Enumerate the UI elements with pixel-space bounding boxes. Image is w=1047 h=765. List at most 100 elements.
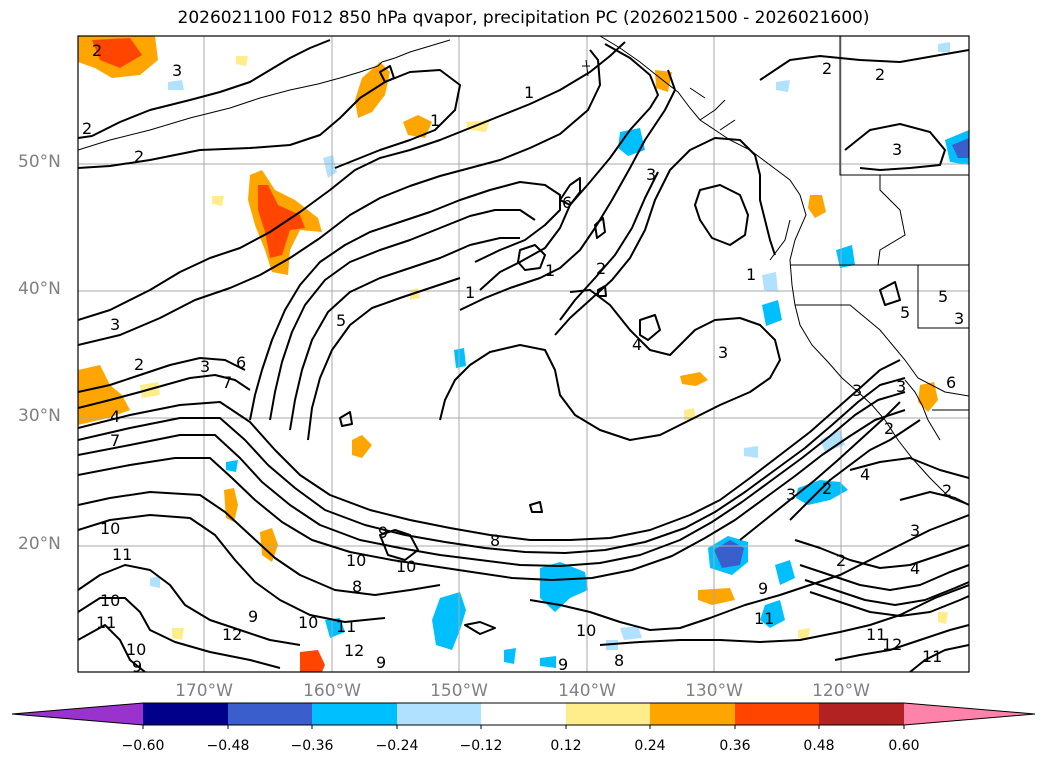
- contour-label-11: 11: [754, 609, 774, 628]
- colorbar-label: 0.48: [803, 738, 835, 754]
- lat-label-20n: 20°N: [18, 534, 61, 554]
- negative-anomaly-shading: [150, 42, 969, 668]
- colorbar-label: 0.12: [550, 738, 582, 754]
- contour-label-2: 2: [942, 481, 952, 500]
- colorbar-label: 0.24: [634, 738, 666, 754]
- lat-label-40n: 40°N: [18, 279, 61, 299]
- contour-label-6: 6: [562, 193, 572, 212]
- contour-label-10: 10: [576, 621, 596, 640]
- map-frame: [77, 35, 970, 673]
- lon-label-150w: 150°W: [430, 681, 488, 701]
- colorbar-label: −0.60: [121, 738, 165, 754]
- contour-label-3: 3: [110, 315, 120, 334]
- lon-label-140w: 140°W: [558, 681, 616, 701]
- colorbar-label: 0.60: [888, 738, 920, 754]
- contour-label-10: 10: [126, 640, 146, 659]
- plot-title: 2026021100 F012 850 hPa qvapor, precipit…: [177, 8, 870, 28]
- contour-label-9: 9: [558, 655, 568, 674]
- contour-label-5: 5: [336, 311, 346, 330]
- contour-label-4: 4: [110, 407, 120, 426]
- lon-label-160w: 160°W: [303, 681, 361, 701]
- contour-label-11: 11: [112, 545, 132, 564]
- contour-label-9: 9: [378, 523, 388, 542]
- contour-label-2: 2: [884, 419, 894, 438]
- contour-label-7: 7: [222, 373, 232, 392]
- colorbar-segment: [143, 703, 228, 725]
- contour-label-9: 9: [132, 657, 142, 676]
- contour-label-3: 3: [646, 165, 656, 184]
- colorbar-segment: [650, 703, 735, 725]
- colorbar-label: −0.48: [206, 738, 250, 754]
- contour-label-10: 10: [100, 519, 120, 538]
- contour-label-9: 9: [376, 653, 386, 672]
- colorbar-extend-high: [904, 703, 1035, 725]
- contour-label-4: 4: [860, 465, 870, 484]
- contour-label-6: 6: [946, 373, 956, 392]
- colorbar-segment: [735, 703, 820, 725]
- coastlines: [78, 36, 969, 506]
- colorbar-segment: [819, 703, 904, 725]
- contour-label-1: 1: [545, 261, 555, 280]
- contour-label-10: 10: [396, 557, 416, 576]
- colorbar: [11, 702, 1036, 729]
- contour-label-6: 6: [236, 353, 246, 372]
- lat-label-30n: 30°N: [18, 406, 61, 426]
- contour-label-1: 1: [746, 265, 756, 284]
- contour-label-10: 10: [100, 591, 120, 610]
- lon-label-170w: 170°W: [175, 681, 233, 701]
- contour-label-1: 1: [430, 111, 440, 130]
- contour-label-9: 9: [248, 607, 258, 626]
- contour-label-3: 3: [786, 485, 796, 504]
- contour-label-10: 10: [346, 551, 366, 570]
- contour-label-8: 8: [352, 577, 362, 596]
- contour-label-3: 3: [910, 521, 920, 540]
- graticule: [78, 36, 969, 672]
- contour-label-2: 2: [92, 41, 102, 60]
- contour-label-3: 3: [172, 61, 182, 80]
- contour-label-8: 8: [490, 531, 500, 550]
- contour-labels: 2 3 2 2 1 1 3 2 2 2 3 6 1 1 1 3 4 3 2 3 …: [82, 41, 964, 676]
- contour-label-3: 3: [896, 377, 906, 396]
- positive-anomaly-shading: [78, 36, 948, 672]
- contour-label-11: 11: [866, 625, 886, 644]
- contour-label-8: 8: [614, 651, 624, 670]
- contour-label-2: 2: [596, 259, 606, 278]
- contour-label-5: 5: [900, 303, 910, 322]
- contour-label-2: 2: [82, 119, 92, 138]
- contour-label-3: 3: [200, 357, 210, 376]
- contour-label-12: 12: [344, 641, 364, 660]
- contour-label-4: 4: [632, 335, 642, 354]
- contour-lines: [78, 39, 969, 672]
- contour-label-2: 2: [134, 147, 144, 166]
- contour-label-10: 10: [298, 613, 318, 632]
- contour-label-3: 3: [852, 381, 862, 400]
- lat-label-50n: 50°N: [18, 152, 61, 172]
- contour-label-3: 3: [718, 343, 728, 362]
- lon-label-120w: 120°W: [812, 681, 870, 701]
- contour-label-9: 9: [758, 579, 768, 598]
- contour-label-1: 1: [465, 283, 475, 302]
- contour-label-11: 11: [922, 647, 942, 666]
- contour-label-5: 5: [938, 287, 948, 306]
- colorbar-label: −0.12: [459, 738, 503, 754]
- contour-label-4: 4: [910, 559, 920, 578]
- contour-label-3: 3: [954, 309, 964, 328]
- colorbar-label: −0.36: [290, 738, 334, 754]
- contour-label-11: 11: [336, 617, 356, 636]
- colorbar-segment: [397, 703, 481, 725]
- contour-label-2: 2: [822, 479, 832, 498]
- colorbar-label: −0.24: [375, 738, 419, 754]
- colorbar-segment: [312, 703, 397, 725]
- contour-label-1: 1: [524, 83, 534, 102]
- contour-label-12: 12: [882, 635, 902, 654]
- colorbar-segment: [481, 703, 566, 725]
- contour-label-7: 7: [110, 431, 120, 450]
- contour-label-2: 2: [822, 59, 832, 78]
- colorbar-segment: [566, 703, 651, 725]
- colorbar-label: 0.36: [719, 738, 751, 754]
- contour-label-3: 3: [892, 140, 902, 159]
- contour-label-12: 12: [222, 625, 242, 644]
- contour-label-2: 2: [836, 551, 846, 570]
- colorbar-segment: [228, 703, 313, 725]
